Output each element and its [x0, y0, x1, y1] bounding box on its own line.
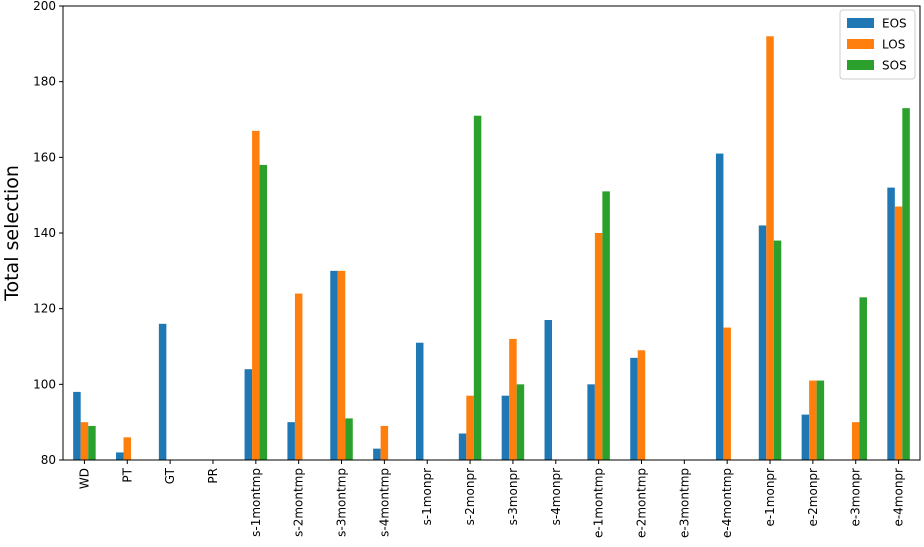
y-tick-label: 120: [33, 302, 56, 316]
x-tick-label: PR: [206, 468, 220, 484]
bar-los-e-4monpr: [894, 206, 903, 460]
y-tick-label: 100: [33, 377, 56, 391]
bar-eos-s-2montmp: [287, 422, 295, 460]
y-tick-label: 80: [41, 453, 56, 467]
bar-eos-e-2montmp: [630, 357, 638, 460]
bar-los-s-2monpr: [466, 395, 474, 460]
x-tick-label: WD: [77, 468, 91, 489]
bar-los-pt: [123, 437, 132, 460]
plot-frame: [62, 5, 921, 461]
bar-eos-s-4montmp: [373, 448, 381, 460]
legend-swatch-eos: [847, 18, 874, 28]
bar-eos-e-1monpr: [758, 225, 767, 460]
bar-los-e-1montmp: [594, 233, 603, 460]
bars-group: [73, 36, 910, 461]
bar-eos-e-4montmp: [715, 153, 724, 461]
x-tick-label: e-1monpr: [763, 468, 777, 527]
x-tick-label: e-3montmp: [677, 468, 691, 538]
x-tick-label: e-4montmp: [720, 468, 734, 538]
bar-eos-s-3monpr: [501, 395, 510, 460]
x-axis: WD PT GT PR s-1montmp s-2montmp s-3montmp s-4mo…: [77, 460, 906, 538]
x-tick-label: e-2monpr: [806, 468, 820, 527]
bar-los-e-2montmp: [637, 350, 646, 460]
bar-eos-e-2monpr: [801, 414, 810, 460]
y-tick-label: 180: [33, 75, 56, 89]
bar-eos-s-1monpr: [415, 342, 424, 460]
bar-los-e-1monpr: [766, 36, 774, 461]
x-tick-label: PT: [120, 467, 134, 482]
y-axis: 80 100 120 140 160 180 200: [33, 0, 63, 467]
bar-los-s-1montmp: [252, 130, 260, 460]
legend-label-sos: SOS: [882, 59, 907, 73]
bar-sos-e-1monpr: [773, 240, 782, 460]
bar-eos-gt: [158, 323, 167, 460]
legend-label-eos: EOS: [882, 17, 907, 31]
bar-eos-e-1montmp: [587, 384, 595, 460]
bar-eos-wd: [73, 391, 81, 460]
x-tick-label: e-1montmp: [592, 468, 606, 538]
bar-sos-s-3montmp: [345, 418, 353, 460]
bar-los-e-2monpr: [809, 380, 817, 460]
bar-sos-s-3monpr: [516, 384, 525, 460]
x-tick-label: e-4monpr: [892, 468, 906, 527]
bar-los-wd: [80, 422, 89, 460]
y-axis-label: Total selection: [1, 165, 23, 302]
bar-sos-s-1montmp: [259, 164, 268, 460]
bar-sos-e-2monpr: [816, 380, 825, 460]
bar-sos-wd: [88, 425, 96, 460]
x-tick-label: s-1monpr: [420, 468, 434, 525]
bar-los-s-3monpr: [509, 338, 517, 460]
x-tick-label: s-1montmp: [249, 468, 263, 537]
bar-sos-e-3monpr: [859, 297, 867, 460]
y-tick-label: 160: [33, 150, 56, 164]
x-tick-label: GT: [163, 467, 177, 484]
legend: EOS LOS SOS: [839, 9, 916, 80]
legend-swatch-sos: [847, 60, 874, 70]
bar-eos-s-3montmp: [330, 270, 338, 460]
bar-los-e-3monpr: [851, 422, 860, 460]
legend-label-los: LOS: [882, 38, 905, 52]
bar-eos-pt: [116, 452, 124, 460]
x-tick-label: s-3monpr: [506, 468, 520, 525]
bar-sos-e-4monpr: [902, 108, 910, 461]
bar-los-e-4montmp: [723, 327, 731, 460]
bar-eos-s-2monpr: [458, 433, 467, 460]
x-tick-label: e-3monpr: [849, 468, 863, 527]
bar-los-s-3montmp: [337, 270, 346, 460]
bar-sos-s-2monpr: [473, 115, 482, 460]
x-tick-label: s-4montmp: [377, 468, 391, 537]
y-tick-label: 140: [33, 226, 56, 240]
legend-swatch-los: [847, 39, 874, 49]
y-tick-label: 200: [33, 0, 56, 13]
bar-los-s-2montmp: [294, 293, 303, 460]
bar-sos-e-1montmp: [602, 191, 610, 460]
x-tick-label: e-2montmp: [634, 468, 648, 538]
x-tick-label: s-2montmp: [292, 468, 306, 537]
bar-eos-s-1montmp: [244, 369, 253, 460]
x-tick-label: s-4monpr: [549, 468, 563, 525]
bar-los-s-4montmp: [380, 425, 389, 460]
x-tick-label: s-3montmp: [335, 468, 349, 537]
bar-eos-s-4monpr: [544, 320, 553, 460]
x-tick-label: s-2monpr: [463, 468, 477, 525]
bar-eos-e-4monpr: [887, 187, 895, 460]
